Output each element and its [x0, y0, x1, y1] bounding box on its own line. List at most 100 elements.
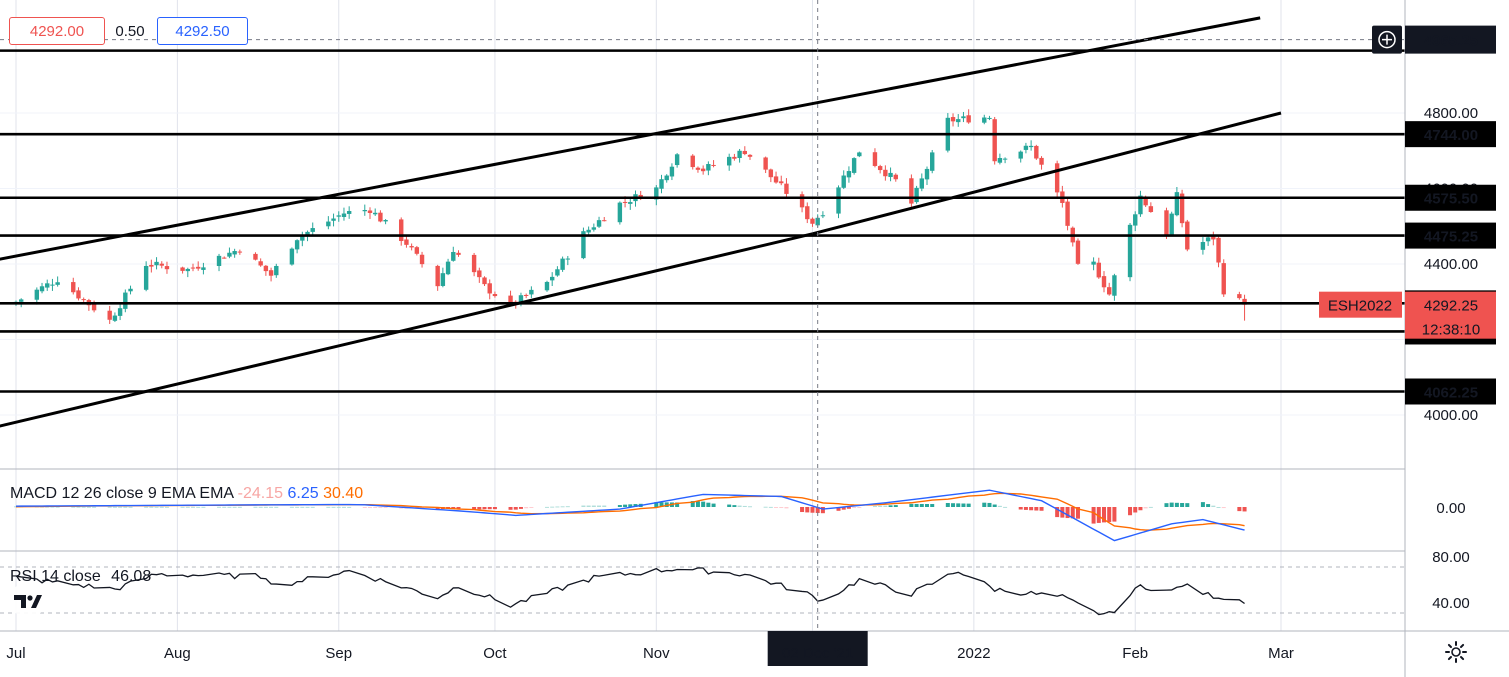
candle-body: [237, 251, 243, 253]
candle-body: [383, 220, 388, 222]
macd-histogram-bar: [1174, 502, 1179, 507]
candle-body: [1221, 263, 1226, 295]
candle-body: [872, 152, 878, 166]
horizontal-levels[interactable]: [0, 49, 1405, 393]
buy-price-button[interactable]: 4292.50: [157, 17, 248, 45]
candle: [1200, 237, 1206, 255]
macd-histogram-bar: [487, 507, 492, 510]
candle: [404, 235, 409, 248]
candle: [419, 251, 425, 268]
candle-body: [143, 265, 149, 290]
macd-histogram-bar: [1112, 507, 1117, 522]
macd-legend-title: MACD 12 26 close 9 EMA EMA: [10, 485, 234, 502]
macd-histogram-bar: [852, 507, 857, 509]
candle: [34, 287, 40, 305]
candle-body: [471, 254, 477, 273]
macd-histogram-bar: [81, 506, 86, 508]
candle-body: [846, 171, 852, 178]
macd-histogram-bar: [815, 507, 820, 513]
candle: [872, 148, 878, 168]
macd-histogram-bar: [872, 506, 877, 508]
macd-histogram-bar: [289, 506, 294, 508]
candle-body: [555, 269, 560, 276]
macd-histogram-bar: [123, 506, 128, 508]
candle-body: [482, 277, 487, 285]
candle: [310, 222, 315, 237]
candle-body: [659, 179, 664, 189]
macd-histogram-bar: [1065, 507, 1070, 519]
macd-histogram-bar: [1185, 503, 1190, 507]
candle-body: [992, 119, 997, 162]
sell-price-button[interactable]: 4292.00: [9, 17, 105, 45]
candle: [742, 146, 748, 156]
macd-histogram-bar: [925, 503, 930, 507]
macd-histogram-bar: [331, 506, 336, 508]
candle: [39, 282, 45, 294]
candle: [1133, 211, 1138, 232]
candle-body: [549, 276, 555, 281]
candle-body: [341, 213, 347, 217]
macd-histogram-bar: [227, 506, 232, 508]
candle-body: [924, 168, 930, 180]
macd-histogram-bar: [1029, 507, 1034, 511]
macd-line-value: 6.25: [287, 485, 319, 502]
candle: [586, 226, 591, 235]
level-label: 4062.25: [1405, 378, 1496, 405]
candle: [956, 114, 961, 127]
candle: [961, 111, 966, 123]
candle: [341, 207, 347, 221]
candle: [997, 153, 1003, 165]
price-axis-label: 4000.00: [1424, 407, 1478, 424]
macd-histogram-bar: [1211, 505, 1216, 507]
candle-body: [909, 178, 914, 204]
candle: [773, 171, 779, 184]
candle-body: [591, 227, 597, 230]
candle: [164, 261, 170, 274]
macd-histogram-bar: [888, 505, 893, 507]
time-axis-label: Sep: [325, 645, 352, 662]
candle-body: [123, 292, 128, 309]
candle: [216, 253, 222, 272]
macd-histogram-bar: [1018, 507, 1023, 510]
candle: [1164, 207, 1169, 239]
candle-body: [654, 187, 659, 200]
candle-body: [1148, 206, 1154, 212]
candle: [836, 185, 841, 219]
candle: [451, 246, 456, 262]
macd-histogram-bar: [336, 506, 341, 508]
macd-histogram-bar: [945, 503, 950, 507]
candle-body: [1127, 224, 1133, 278]
settings-gear-icon[interactable]: [1444, 640, 1468, 664]
candle-body: [596, 220, 602, 227]
macd-histogram-bar: [269, 506, 274, 508]
crosshair-date-bg: [767, 631, 868, 666]
candle: [362, 204, 367, 216]
rsi-line: [15, 567, 1245, 616]
candle-body: [154, 261, 159, 266]
candle: [820, 211, 826, 219]
candle-body: [190, 267, 196, 269]
price-axis-label: 4400.00: [1424, 256, 1478, 273]
candle-body: [378, 212, 383, 222]
candle-body: [700, 168, 706, 172]
candle-body: [45, 283, 50, 288]
macd-histogram-bar: [591, 505, 596, 507]
price-axis[interactable]: 4800.004600.004400.004000.004744.004575.…: [1319, 105, 1496, 424]
candle-body: [987, 117, 992, 119]
tradingview-logo-icon[interactable]: [9, 585, 47, 615]
candle-body: [1205, 237, 1211, 242]
macd-histogram-bar: [180, 506, 185, 508]
time-axis[interactable]: Jul Aug Sep Oct Nov 2022 Feb Mar: [6, 645, 1294, 662]
candle: [654, 185, 659, 206]
macd-histogram-bar: [779, 507, 784, 508]
candle: [726, 153, 732, 171]
macd-histogram-bar: [196, 506, 201, 508]
macd-histogram-bar: [1237, 507, 1242, 512]
candle: [1169, 211, 1174, 237]
candle-body: [966, 115, 971, 123]
macd-histogram-bar: [456, 507, 461, 509]
candle-body: [523, 294, 529, 296]
trend-channel[interactable]: [0, 16, 1282, 436]
